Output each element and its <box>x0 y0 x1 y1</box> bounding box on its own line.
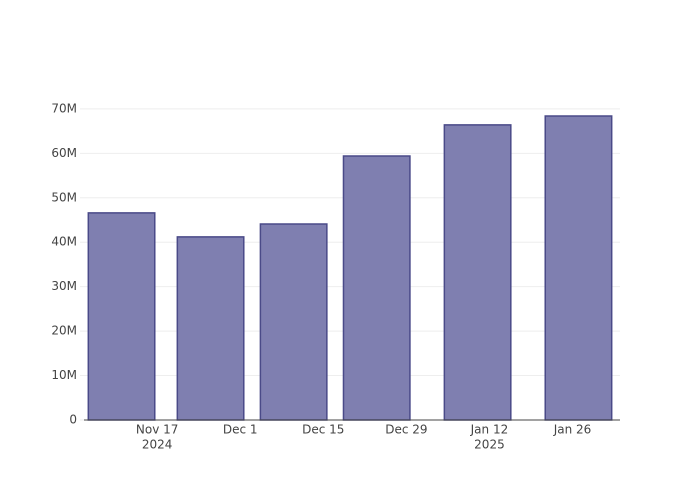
y-tick-label: 60M <box>51 146 77 160</box>
y-tick-label: 50M <box>51 190 77 204</box>
bar <box>342 155 411 421</box>
bar <box>176 236 245 421</box>
bar <box>259 223 328 421</box>
bar <box>544 115 613 421</box>
y-tick-label: 40M <box>51 235 77 249</box>
x-tick-label: Dec 15 <box>302 423 344 437</box>
y-tick-label: 30M <box>51 279 77 293</box>
x-tick-year: 2024 <box>142 438 173 452</box>
x-tick-year: 2025 <box>474 438 505 452</box>
y-tick-label: 10M <box>51 368 77 382</box>
bar <box>443 124 512 421</box>
x-tick-label: Nov 17 <box>136 423 179 437</box>
bar <box>87 212 156 421</box>
x-tick-label: Dec 1 <box>223 423 258 437</box>
x-tick-label: Jan 12 <box>470 423 509 437</box>
y-tick-label: 20M <box>51 324 77 338</box>
y-tick-label: 70M <box>51 101 77 115</box>
x-tick-label: Jan 26 <box>553 423 592 437</box>
y-tick-label: 0 <box>69 413 77 427</box>
x-tick-label: Dec 29 <box>385 423 427 437</box>
